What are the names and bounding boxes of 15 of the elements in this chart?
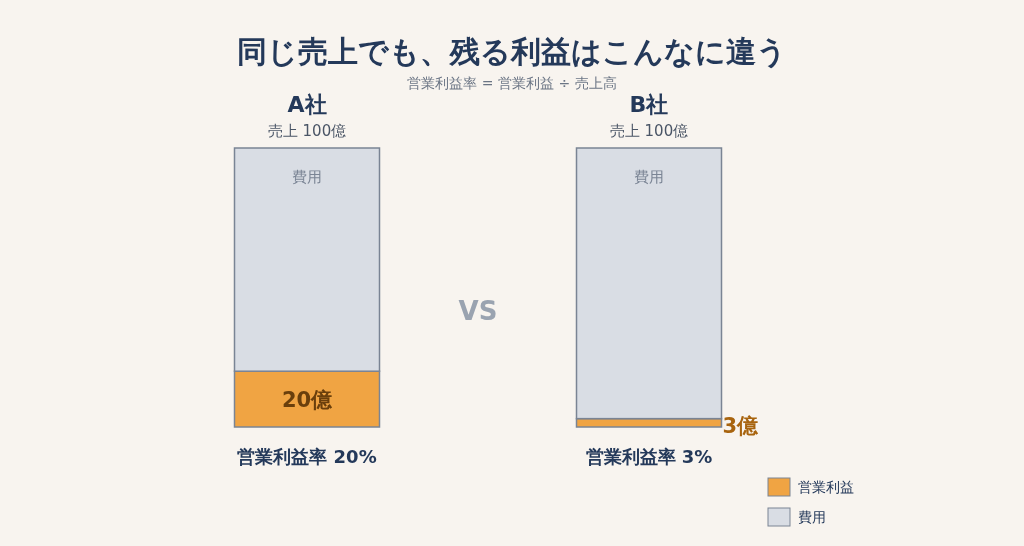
- data-label: 費用: [634, 168, 664, 186]
- total-label: 売上 100億: [267, 122, 347, 140]
- data-label: 20億: [281, 388, 334, 413]
- chart-subtitle: 営業利益率 = 営業利益 ÷ 売上高: [407, 75, 617, 91]
- text: 営業利益率 20%: [237, 446, 377, 467]
- text: 営業利益率 3%: [585, 446, 713, 467]
- total-label: 売上 100億: [609, 122, 689, 140]
- annotation: VS: [458, 296, 498, 326]
- legend-label: 営業利益: [798, 479, 854, 495]
- data-label: 3億: [722, 414, 760, 438]
- x-tick-label: B社: [629, 92, 669, 117]
- data-label: 費用: [292, 168, 322, 186]
- legend-label: 費用: [798, 509, 826, 525]
- chart-title: 同じ売上でも、残る利益はこんなに違う: [237, 34, 787, 69]
- x-tick-label: A社: [287, 92, 327, 117]
